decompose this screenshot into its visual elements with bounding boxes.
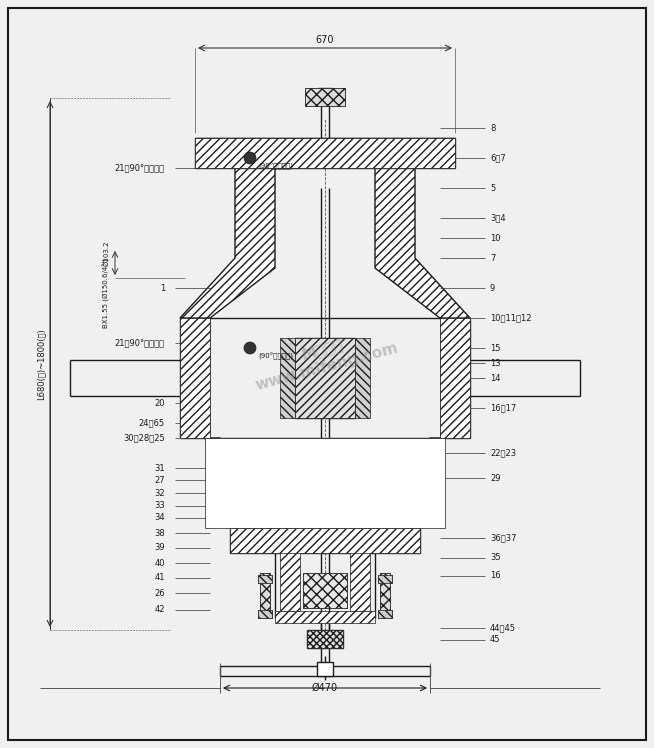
Text: 35: 35 [490, 554, 500, 562]
Text: 9: 9 [490, 283, 495, 292]
Text: 13: 13 [490, 358, 500, 367]
Text: Ø103.2: Ø103.2 [104, 240, 110, 266]
Bar [280, 338, 295, 418]
Text: 44。45: 44。45 [490, 624, 516, 633]
Text: 15: 15 [490, 343, 500, 352]
Text: 40: 40 [154, 559, 165, 568]
Text: (90°旋转位置): (90°旋转位置) [258, 352, 293, 360]
Text: L680(关)~1800(开): L680(关)~1800(开) [36, 328, 45, 400]
Text: 31: 31 [154, 464, 165, 473]
Text: 41: 41 [154, 574, 165, 583]
Text: 16。17: 16。17 [490, 403, 516, 412]
Text: 22。23: 22。23 [490, 449, 516, 458]
Text: 6。7: 6。7 [490, 153, 506, 162]
Bar [378, 610, 392, 618]
Text: M沐风网
www.mifeng.com: M沐风网 www.mifeng.com [250, 323, 400, 393]
Text: BX1.55 (Ø150.6/4°'): BX1.55 (Ø150.6/4°') [103, 258, 110, 328]
Text: 32: 32 [154, 488, 165, 497]
Bar [378, 610, 392, 618]
Text: 39: 39 [154, 544, 165, 553]
Bar [378, 575, 392, 583]
Text: (90°旋转位置): (90°旋转位置) [258, 162, 293, 170]
Text: 14: 14 [490, 373, 500, 382]
Text: 8: 8 [490, 123, 495, 132]
Bar [378, 575, 392, 583]
Bar [205, 438, 445, 528]
Bar [195, 138, 455, 168]
Circle shape [244, 152, 256, 164]
Polygon shape [205, 438, 260, 528]
Text: 1: 1 [160, 283, 165, 292]
Bar [307, 630, 343, 648]
Bar [317, 662, 333, 676]
Bar [195, 138, 455, 168]
Bar [258, 610, 272, 618]
Bar [303, 573, 347, 608]
Bar [355, 338, 370, 418]
Polygon shape [390, 438, 445, 528]
Text: 30。28。25: 30。28。25 [123, 434, 165, 443]
Bar [258, 610, 272, 618]
Bar [295, 338, 355, 418]
Text: 29: 29 [490, 473, 500, 482]
Text: 10。11。12: 10。11。12 [490, 313, 532, 322]
Bar [258, 575, 272, 583]
Text: 5: 5 [490, 183, 495, 192]
Circle shape [244, 342, 256, 354]
Bar [230, 528, 420, 553]
Bar [275, 611, 375, 623]
Polygon shape [180, 168, 275, 318]
Text: 45: 45 [490, 636, 500, 645]
Bar [305, 88, 345, 106]
Text: 26: 26 [154, 589, 165, 598]
Text: 24。65: 24。65 [139, 418, 165, 428]
Bar [230, 528, 420, 553]
Text: Ø470: Ø470 [312, 683, 338, 693]
Text: 33: 33 [154, 501, 165, 510]
Bar [440, 318, 470, 438]
Bar [380, 573, 390, 613]
Bar [258, 575, 272, 583]
Text: 38: 38 [154, 529, 165, 538]
Text: 34: 34 [154, 513, 165, 523]
Text: 16: 16 [490, 571, 500, 580]
Bar [260, 573, 270, 613]
Text: 10: 10 [490, 233, 500, 242]
Bar [295, 338, 355, 418]
Text: 20: 20 [154, 399, 165, 408]
Text: 7: 7 [490, 254, 495, 263]
Bar [307, 630, 343, 648]
Bar [280, 548, 300, 611]
Text: 3。4: 3。4 [490, 213, 506, 222]
Text: 27: 27 [154, 476, 165, 485]
Bar [303, 573, 347, 608]
Text: 36。37: 36。37 [490, 533, 517, 542]
Text: 21。90°旋转位置: 21。90°旋转位置 [115, 339, 165, 348]
Bar [380, 573, 390, 613]
Text: 670: 670 [316, 35, 334, 45]
Text: 21。90°旋转位置: 21。90°旋转位置 [115, 164, 165, 173]
Bar [260, 573, 270, 613]
Polygon shape [375, 168, 470, 318]
Bar [305, 88, 345, 106]
Bar [350, 548, 370, 611]
Bar [180, 318, 210, 438]
Text: 42: 42 [154, 605, 165, 615]
